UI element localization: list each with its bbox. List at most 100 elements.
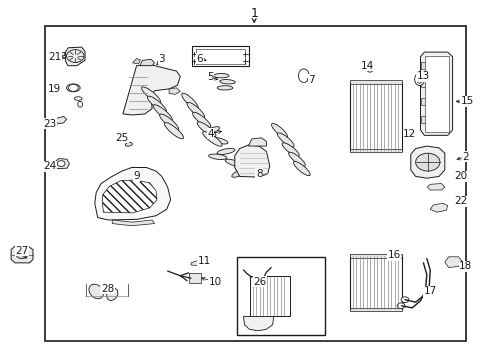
Bar	[420, 62, 426, 69]
Text: 28: 28	[101, 284, 114, 294]
Text: 11: 11	[198, 256, 211, 266]
Polygon shape	[243, 316, 273, 331]
Polygon shape	[444, 257, 461, 267]
Polygon shape	[60, 52, 64, 56]
Text: 1: 1	[250, 7, 258, 20]
Text: 27: 27	[15, 246, 28, 256]
Polygon shape	[122, 65, 180, 115]
Text: 18: 18	[458, 261, 471, 271]
Ellipse shape	[282, 143, 299, 157]
Text: 9: 9	[133, 171, 140, 181]
Polygon shape	[50, 118, 56, 123]
Polygon shape	[410, 146, 444, 178]
Text: 15: 15	[460, 96, 473, 107]
Ellipse shape	[366, 65, 372, 72]
Ellipse shape	[225, 159, 242, 167]
Bar	[350, 149, 401, 152]
Polygon shape	[54, 158, 69, 168]
Bar	[350, 254, 401, 257]
Text: 21: 21	[48, 52, 61, 62]
Ellipse shape	[187, 102, 204, 118]
Polygon shape	[112, 220, 154, 226]
Circle shape	[16, 250, 28, 258]
Polygon shape	[54, 116, 66, 123]
Polygon shape	[169, 88, 180, 94]
Ellipse shape	[89, 284, 103, 299]
Ellipse shape	[125, 142, 132, 146]
Text: 3: 3	[158, 54, 165, 64]
Ellipse shape	[74, 97, 82, 100]
Bar	[237, 257, 324, 336]
Ellipse shape	[219, 80, 235, 84]
Text: 6: 6	[196, 54, 203, 64]
Ellipse shape	[66, 84, 80, 92]
Ellipse shape	[293, 162, 309, 176]
Ellipse shape	[414, 73, 424, 86]
Polygon shape	[248, 138, 266, 146]
Polygon shape	[44, 163, 50, 167]
Text: 26: 26	[253, 277, 266, 287]
Ellipse shape	[213, 73, 228, 78]
Text: 5: 5	[207, 72, 213, 82]
Polygon shape	[102, 180, 157, 213]
Ellipse shape	[208, 154, 226, 159]
Bar	[420, 80, 426, 87]
Circle shape	[66, 50, 84, 63]
Bar	[196, 49, 245, 64]
Text: 16: 16	[387, 250, 400, 260]
Ellipse shape	[106, 288, 118, 301]
Bar	[420, 116, 426, 123]
Text: 23: 23	[43, 118, 57, 129]
Text: 25: 25	[115, 133, 128, 143]
Polygon shape	[65, 47, 85, 66]
Ellipse shape	[217, 148, 235, 154]
Polygon shape	[95, 167, 170, 220]
Bar	[425, 56, 448, 132]
Text: 13: 13	[416, 71, 429, 81]
Bar	[250, 276, 289, 316]
Polygon shape	[234, 145, 269, 177]
Bar	[45, 26, 465, 341]
Ellipse shape	[416, 75, 422, 83]
Text: 20: 20	[453, 171, 467, 181]
Ellipse shape	[142, 87, 161, 103]
Polygon shape	[11, 246, 33, 263]
Ellipse shape	[153, 105, 172, 121]
Polygon shape	[429, 203, 447, 212]
Ellipse shape	[210, 138, 227, 144]
Ellipse shape	[231, 168, 247, 177]
Ellipse shape	[78, 102, 82, 107]
Text: 12: 12	[403, 129, 416, 139]
Text: 17: 17	[423, 287, 436, 296]
Ellipse shape	[182, 93, 198, 110]
Bar	[350, 80, 401, 84]
Text: 10: 10	[208, 277, 222, 287]
Polygon shape	[132, 59, 140, 64]
Polygon shape	[427, 184, 444, 190]
Ellipse shape	[217, 86, 232, 90]
Circle shape	[68, 84, 78, 91]
Text: 14: 14	[360, 61, 373, 71]
Text: 22: 22	[453, 197, 467, 206]
Ellipse shape	[367, 66, 371, 71]
Bar	[350, 307, 401, 311]
Ellipse shape	[203, 131, 222, 146]
Ellipse shape	[197, 122, 216, 137]
Ellipse shape	[159, 114, 178, 130]
Polygon shape	[140, 59, 154, 66]
Ellipse shape	[203, 127, 219, 135]
Polygon shape	[420, 52, 452, 135]
Bar	[420, 98, 426, 105]
Text: 19: 19	[48, 84, 61, 94]
Ellipse shape	[271, 123, 287, 138]
Text: 8: 8	[255, 168, 262, 179]
Circle shape	[57, 161, 65, 166]
Ellipse shape	[277, 133, 293, 147]
Ellipse shape	[164, 122, 183, 139]
Polygon shape	[191, 260, 201, 266]
Bar	[188, 273, 201, 283]
Text: 24: 24	[43, 161, 57, 171]
Bar	[192, 46, 249, 66]
Ellipse shape	[192, 112, 210, 128]
Ellipse shape	[147, 96, 166, 112]
